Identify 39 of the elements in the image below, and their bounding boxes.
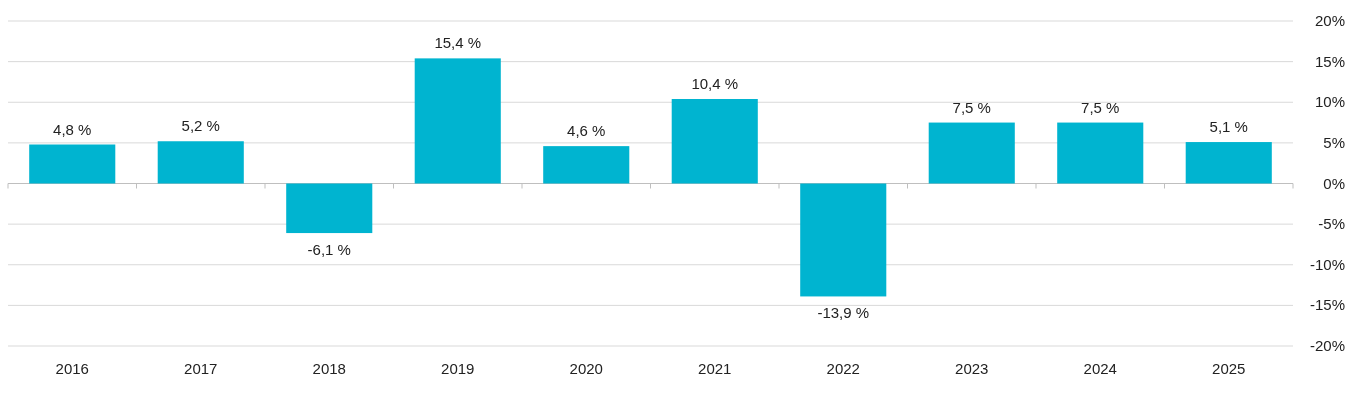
bar: [1185, 142, 1272, 184]
x-tick-label: 2016: [55, 360, 89, 377]
data-label: 15,4 %: [434, 34, 482, 52]
y-tick-label: -10%: [1309, 255, 1345, 273]
bar: [29, 144, 116, 184]
x-tick-label: 2022: [826, 360, 860, 377]
x-tick-label: 2024: [1083, 360, 1117, 377]
bar: [671, 99, 758, 184]
y-tick-label: 20%: [1314, 12, 1345, 29]
y-tick-label: -20%: [1309, 337, 1345, 354]
data-label: 5,2 %: [181, 117, 220, 135]
x-tick-label: 2017: [184, 360, 218, 377]
y-tick-label: 10%: [1314, 93, 1345, 111]
x-tick-label: 2023: [955, 360, 989, 377]
x-tick-label: 2019: [441, 360, 475, 377]
data-label: 5,1 %: [1209, 118, 1248, 136]
data-label: -13,9 %: [817, 304, 870, 322]
data-label: 7,5 %: [952, 98, 991, 116]
bar: [414, 58, 501, 184]
x-tick-label: 2018: [312, 360, 346, 377]
bar: [928, 122, 1015, 184]
data-label: 4,8 %: [53, 120, 92, 138]
y-tick-label: 0%: [1323, 174, 1345, 192]
y-tick-label: -5%: [1318, 215, 1345, 233]
bar: [1057, 122, 1144, 184]
x-tick-label: 2025: [1212, 360, 1246, 377]
x-tick-label: 2020: [569, 360, 603, 377]
y-tick-label: 5%: [1323, 133, 1345, 151]
bar: [286, 183, 373, 234]
bar: [543, 146, 630, 184]
data-label: -6,1 %: [307, 241, 351, 259]
data-label: 10,4 %: [691, 75, 739, 92]
data-label: 4,6 %: [567, 122, 606, 140]
y-tick-label: -15%: [1309, 296, 1345, 314]
data-label: 7,5 %: [1081, 98, 1120, 116]
y-tick-label: 15%: [1314, 52, 1345, 70]
x-tick-label: 2021: [698, 360, 732, 377]
bar: [800, 183, 887, 297]
bar: [157, 141, 244, 184]
